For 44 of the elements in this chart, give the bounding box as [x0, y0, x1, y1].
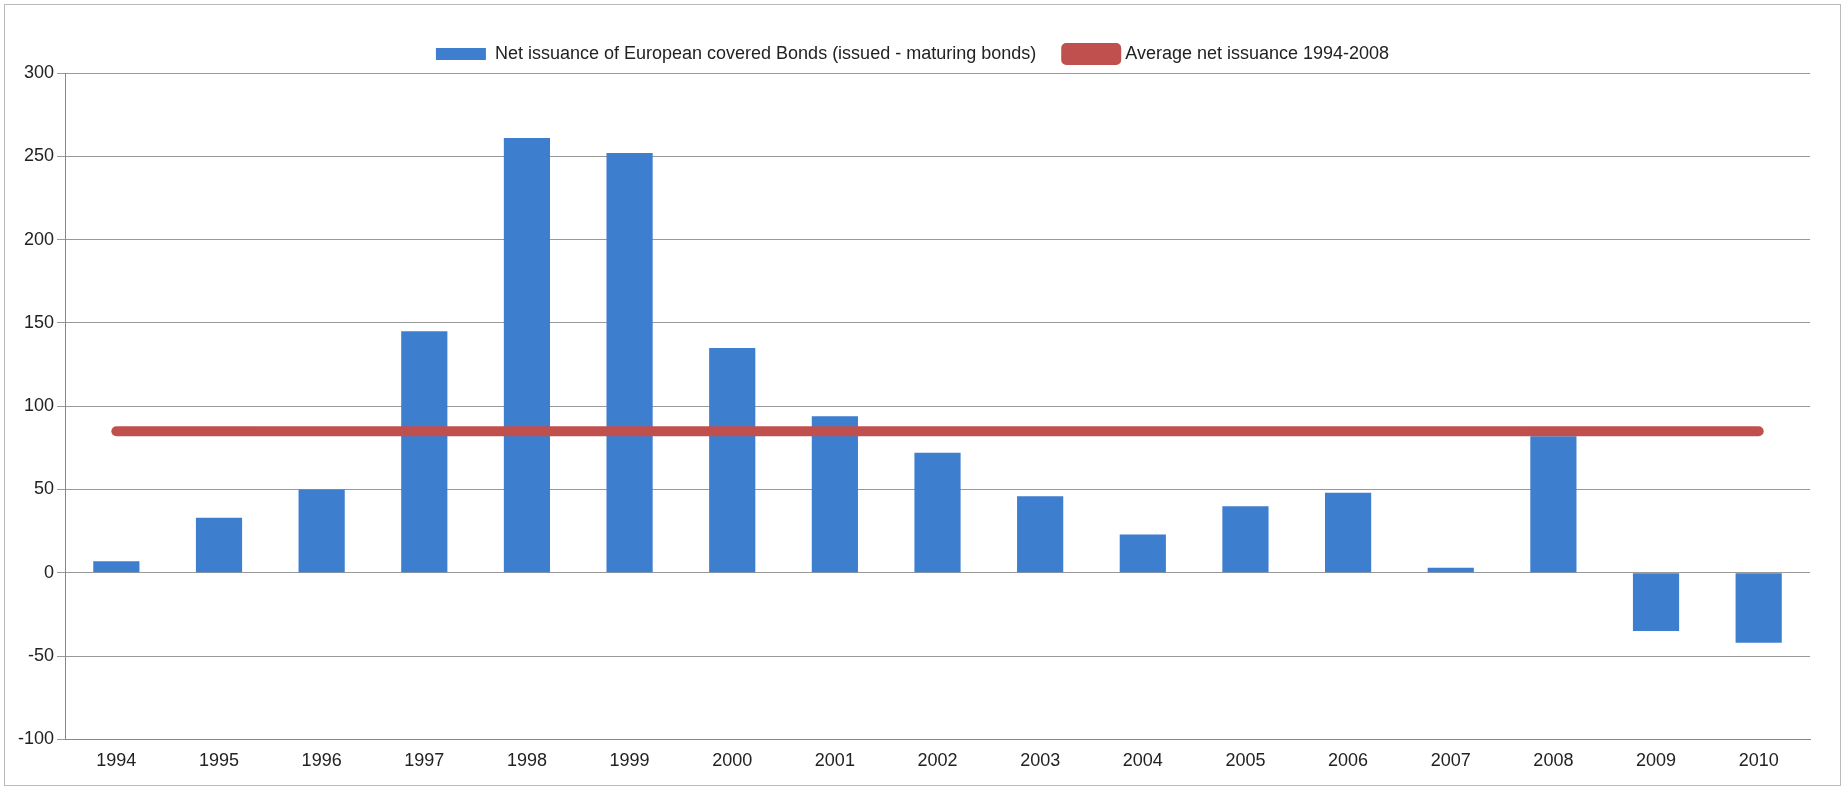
y-tick-label: -50: [28, 645, 55, 666]
bar: [298, 489, 345, 573]
bar: [914, 452, 961, 573]
bar: [1530, 436, 1577, 573]
bar: [503, 137, 551, 573]
bar: [1017, 496, 1064, 573]
x-tick-label: 1998: [506, 750, 547, 771]
bar: [195, 517, 243, 573]
x-tick-label: 2002: [917, 750, 958, 771]
x-tick-label: 2004: [1122, 750, 1163, 771]
y-tick-label: 250: [23, 145, 55, 166]
bar: [401, 331, 448, 573]
x-tick-label: 1997: [404, 750, 445, 771]
y-tick-label: 200: [23, 228, 55, 249]
y-tick-label: 0: [44, 561, 55, 582]
x-tick-label: 1999: [609, 750, 650, 771]
y-tick-label: 50: [34, 478, 55, 499]
y-tick-label: 150: [23, 311, 55, 332]
x-tick-label: 2009: [1636, 750, 1677, 771]
bar: [811, 416, 858, 573]
y-tick-label: -100: [18, 728, 55, 749]
x-tick-label: 1995: [198, 750, 240, 771]
x-tick-label: 2008: [1533, 750, 1574, 771]
legend-label: Average net issuance 1994-2008: [1125, 42, 1390, 63]
x-tick-label: 2000: [712, 750, 753, 771]
bar: [1632, 573, 1680, 632]
bar: [1119, 534, 1166, 573]
y-tick-label: 300: [23, 61, 55, 82]
bar: [93, 561, 140, 573]
bar: [1325, 492, 1372, 573]
bar: [606, 152, 653, 573]
x-tick-label: 1994: [96, 750, 137, 771]
x-tick-label: 2001: [814, 750, 855, 771]
bar: [1735, 573, 1782, 643]
x-tick-label: 2003: [1020, 750, 1061, 771]
bar: [1222, 506, 1269, 573]
bar: [709, 347, 756, 573]
x-tick-label: 2006: [1328, 750, 1369, 771]
x-tick-label: 2010: [1738, 750, 1779, 771]
x-tick-label: 2005: [1225, 750, 1266, 771]
y-tick-label: 100: [23, 395, 55, 416]
x-tick-label: 2007: [1430, 750, 1471, 771]
x-tick-label: 1996: [301, 750, 342, 771]
legend-label: Net issuance of European covered Bonds (issued - maturing bonds): [494, 42, 1037, 63]
